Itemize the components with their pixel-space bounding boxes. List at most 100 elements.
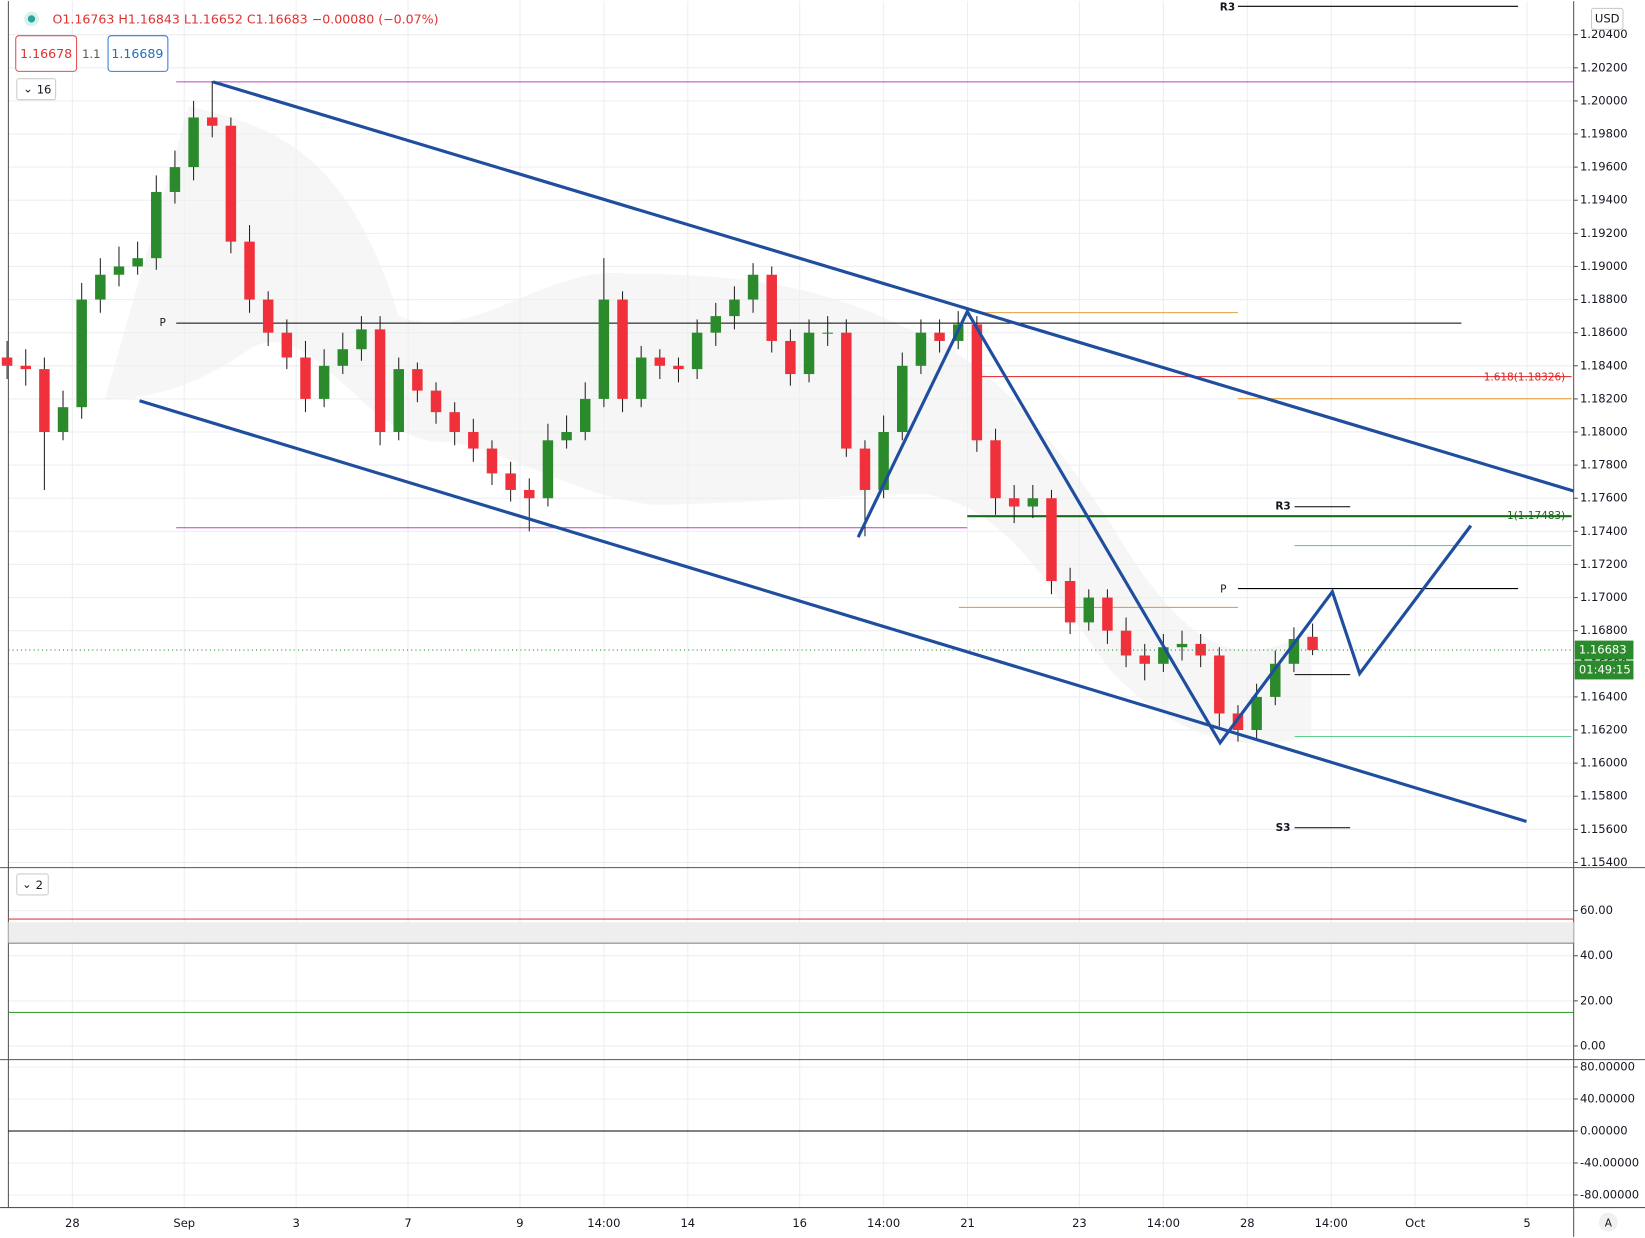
last-price-box	[1574, 640, 1634, 660]
y-tick-label: 1.16000	[1580, 756, 1628, 770]
x-tick-label: 14:00	[867, 1216, 900, 1230]
levels	[176, 5, 1574, 829]
candle-body	[729, 299, 740, 317]
candle-body	[1120, 630, 1132, 656]
y-tick-label: 1.15800	[1580, 789, 1628, 803]
y-tick-label: 1.18400	[1580, 358, 1628, 372]
candle-body	[337, 349, 349, 366]
candle-body	[39, 369, 50, 433]
level-label: P	[1220, 584, 1226, 596]
countdown: 01:49:15	[1579, 662, 1631, 676]
y-tick-label: 1.18000	[1580, 425, 1628, 439]
x-tick-label: 21	[960, 1216, 975, 1230]
level-label: R3	[1220, 1, 1235, 13]
candle-body	[300, 357, 311, 399]
x-tick-label: 28	[65, 1216, 80, 1230]
y-tick-label: 1.17800	[1580, 458, 1628, 472]
candle-body	[151, 191, 162, 259]
y-tick-label: 1.15400	[1580, 855, 1628, 869]
y-tick-label: 20.00	[1580, 993, 1613, 1007]
candle-body	[1046, 498, 1057, 582]
chevron[interactable]: ⌄	[23, 82, 33, 96]
last-price-label: 1.16683	[1579, 643, 1627, 657]
candle-body	[1270, 663, 1281, 697]
candle-body	[505, 473, 516, 490]
auto-scale-button[interactable]	[1598, 1212, 1618, 1232]
candle-body	[1, 357, 13, 366]
currency[interactable]: USD	[1595, 11, 1620, 25]
candle-body	[225, 125, 237, 242]
candle-body	[579, 398, 591, 433]
axes: 1.204001.202001.200001.198001.196001.194…	[65, 27, 1639, 1230]
candle-body	[188, 117, 199, 168]
indicator-count[interactable]: 16	[37, 83, 52, 97]
candle-body	[1288, 638, 1300, 664]
x-tick-label: 14:00	[1147, 1216, 1180, 1230]
y-tick-label: 0.00000	[1580, 1123, 1628, 1137]
candle-body	[1027, 498, 1039, 507]
candle-body	[747, 274, 759, 300]
candle-body	[785, 340, 796, 375]
candle-body	[878, 432, 889, 490]
buy-button[interactable]	[107, 35, 169, 72]
candle-body	[915, 332, 927, 366]
x-tick-label: Oct	[1405, 1216, 1425, 1230]
y-tick-label: 1.15600	[1580, 822, 1628, 836]
y-tick-label: 1.17600	[1580, 491, 1628, 505]
candle-body	[673, 365, 684, 370]
candle-body	[1064, 581, 1076, 623]
candle-body	[1176, 643, 1188, 648]
x-tick-label: 7	[404, 1216, 411, 1230]
level-label: R3	[1275, 501, 1290, 513]
candle-body	[598, 299, 610, 399]
trendlines	[139, 80, 1575, 823]
x-tick-label: 9	[516, 1216, 523, 1230]
pane-indicator-count[interactable]: 2	[36, 878, 43, 892]
candle-body	[561, 432, 572, 441]
candle-body	[262, 299, 274, 333]
channel-upper	[212, 80, 1575, 493]
indicators-toggle[interactable]	[16, 78, 57, 101]
candle-body	[990, 440, 1001, 499]
candle-body	[1083, 597, 1095, 623]
y-tick-label: 1.16800	[1580, 623, 1628, 637]
zigzag	[856, 308, 1473, 746]
y-tick-label: 60.00	[1580, 903, 1613, 917]
ask-price[interactable]: 1.16689	[111, 46, 163, 61]
x-tick-label: 16	[792, 1216, 807, 1230]
band-fill	[104, 105, 1312, 744]
y-tick-label: 1.18600	[1580, 325, 1628, 339]
y-tick-label: 1.19400	[1580, 193, 1628, 207]
candle-body	[1008, 498, 1020, 507]
auto-scale-label[interactable]: A	[1605, 1217, 1613, 1229]
y-tick-label: 1.17000	[1580, 590, 1628, 604]
y-tick-label: 1.18800	[1580, 292, 1628, 306]
y-tick-label: -80.00000	[1580, 1187, 1639, 1201]
currency-box[interactable]	[1590, 7, 1624, 30]
x-tick-label: 14	[680, 1216, 695, 1230]
candle-body	[244, 241, 255, 300]
sell-button[interactable]	[15, 35, 78, 72]
y-tick-label: 1.19200	[1580, 226, 1628, 240]
bid-price[interactable]: 1.16678	[20, 46, 72, 61]
candle-body	[132, 258, 143, 267]
candle-body	[412, 369, 423, 391]
candle-body	[356, 329, 367, 350]
pane-toggle[interactable]	[16, 873, 49, 896]
candle-body	[542, 440, 554, 499]
candle-body	[468, 432, 479, 449]
candle-body	[95, 274, 106, 300]
x-tick-label: 14:00	[1315, 1216, 1348, 1230]
y-tick-label: 1.19000	[1580, 259, 1628, 273]
chevron[interactable]: ⌄	[22, 877, 32, 891]
y-tick-label: 80.00000	[1580, 1059, 1635, 1073]
candle-body	[1251, 696, 1262, 731]
candle-body	[169, 167, 181, 192]
y-tick-label: 1.16400	[1580, 689, 1628, 703]
level-label: 1.618(1.18326)	[1484, 372, 1566, 384]
candle-body	[1158, 647, 1169, 664]
candle-body	[635, 357, 647, 399]
osc-band	[8, 922, 1574, 944]
